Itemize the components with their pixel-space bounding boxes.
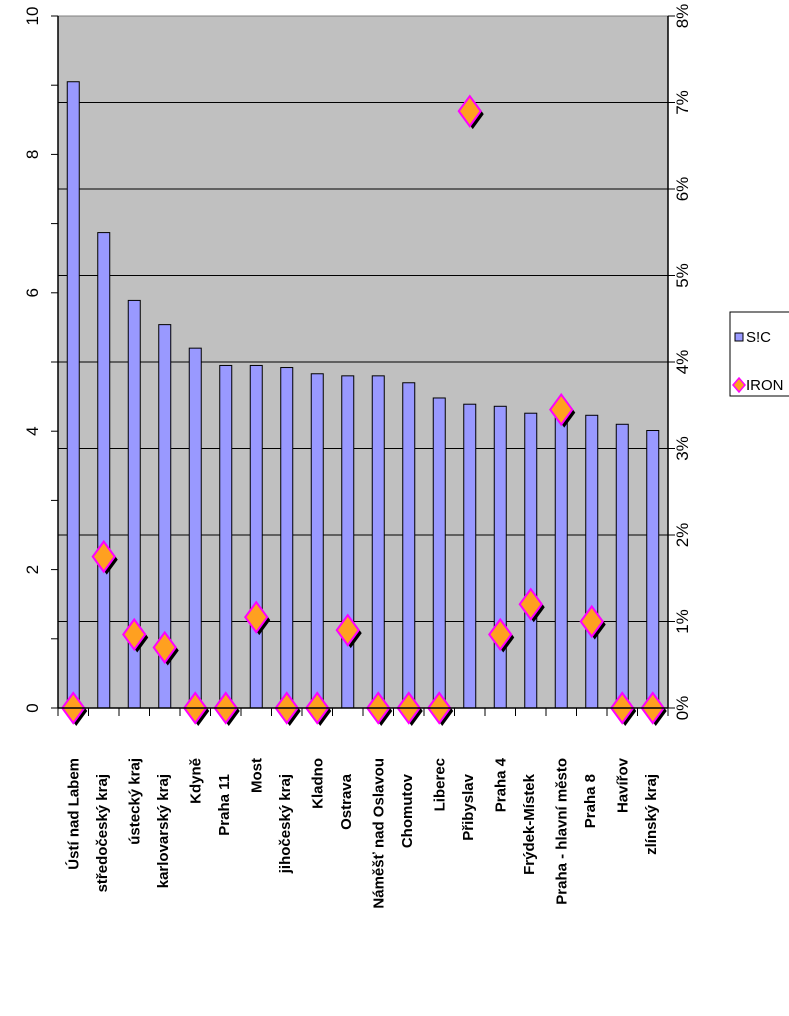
category-label: Kladno [309, 758, 326, 809]
left-tick-label: 0 [23, 703, 42, 712]
bar [249, 364, 263, 709]
diamond-marker [122, 617, 147, 652]
right-tick-label: 1% [673, 609, 692, 634]
category-label: Kdyně [187, 758, 204, 804]
marker-series [61, 94, 667, 726]
category-label: Frýdek-Místek [521, 773, 538, 875]
right-tick-label: 0% [673, 696, 692, 721]
data-point [91, 539, 118, 575]
bar [97, 232, 111, 709]
bar [280, 367, 294, 709]
right-tick-label: 7% [673, 90, 692, 115]
category-label: jihočeský kraj [277, 774, 294, 874]
data-point [335, 613, 362, 649]
category-label: Praha 8 [582, 774, 599, 828]
data-point [549, 392, 576, 428]
category-label: Ústí nad Labem [64, 758, 82, 870]
data-point [305, 691, 332, 726]
bar [66, 81, 80, 709]
legend: S!C IRON [729, 311, 789, 397]
data-point [488, 617, 515, 653]
right-tick-label: 5% [673, 263, 692, 288]
left-tick-label: 4 [23, 426, 42, 435]
bar [219, 364, 233, 709]
category-label: zlínský kraj [643, 774, 660, 855]
right-tick-label: 6% [673, 177, 692, 202]
bar [463, 403, 477, 709]
bar [432, 397, 446, 709]
bar [646, 430, 660, 709]
category-label: Liberec [431, 758, 448, 811]
category-label: středočeský kraj [94, 774, 111, 892]
bar-series [66, 81, 660, 709]
category-label: Náměšť nad Oslavou [370, 758, 387, 909]
right-tick-label: 4% [673, 350, 692, 375]
category-label: Ostrava [338, 773, 355, 830]
axes: 0 2 4 6 8 10 0% 1% 2% 3% 4% 5% 6% 7% 8% [23, 4, 692, 721]
data-point [244, 600, 271, 636]
legend-label: S!C [746, 329, 771, 346]
data-point [274, 691, 301, 726]
square-icon [734, 332, 744, 342]
bar [615, 423, 629, 709]
data-point [518, 587, 545, 623]
category-label: Praha 11 [216, 774, 233, 836]
category-label: karlovarský kraj [155, 774, 172, 888]
bar [554, 413, 568, 709]
diamond-marker [335, 613, 360, 647]
diamond-marker [579, 604, 604, 639]
left-tick-label: 8 [23, 150, 42, 159]
data-point [183, 691, 210, 726]
data-point [122, 617, 149, 653]
left-tick-label: 6 [23, 288, 42, 297]
bar [524, 412, 538, 709]
category-label: Praha 4 [492, 757, 509, 812]
category-label: Chomutov [399, 773, 416, 848]
plot-area [57, 15, 669, 709]
right-tick-label: 3% [673, 436, 692, 461]
category-label: Praha - hlavní město [553, 758, 570, 905]
diamond-marker [518, 587, 543, 621]
data-point [457, 94, 484, 130]
diamond-marker [457, 94, 482, 128]
bar [402, 382, 416, 709]
category-label: Most [248, 758, 265, 793]
diamond-marker [91, 539, 116, 574]
category-labels: Ústí nad Labem středočeský kraj ústecký kr… [64, 757, 660, 908]
bar [493, 405, 507, 709]
data-point [579, 604, 606, 640]
right-tick-label: 2% [673, 523, 692, 548]
diamond-marker [488, 617, 513, 652]
category-label: Přibyslav [460, 773, 477, 840]
category-label: Havířov [614, 757, 631, 813]
bar [341, 375, 355, 709]
data-point [427, 691, 454, 726]
bar [585, 414, 599, 709]
legend-label: IRON [746, 377, 784, 394]
bar [188, 347, 202, 709]
diamond-marker [152, 630, 177, 665]
bar [371, 375, 385, 709]
diamond-icon [732, 376, 746, 394]
diamond-marker [244, 600, 269, 634]
category-label: ústecký kraj [126, 758, 143, 845]
bar [310, 373, 324, 709]
data-point [152, 630, 179, 666]
left-tick-label: 10 [23, 7, 42, 26]
diamond-marker [549, 392, 574, 427]
right-tick-label: 8% [673, 4, 692, 29]
left-tick-label: 2 [23, 565, 42, 574]
